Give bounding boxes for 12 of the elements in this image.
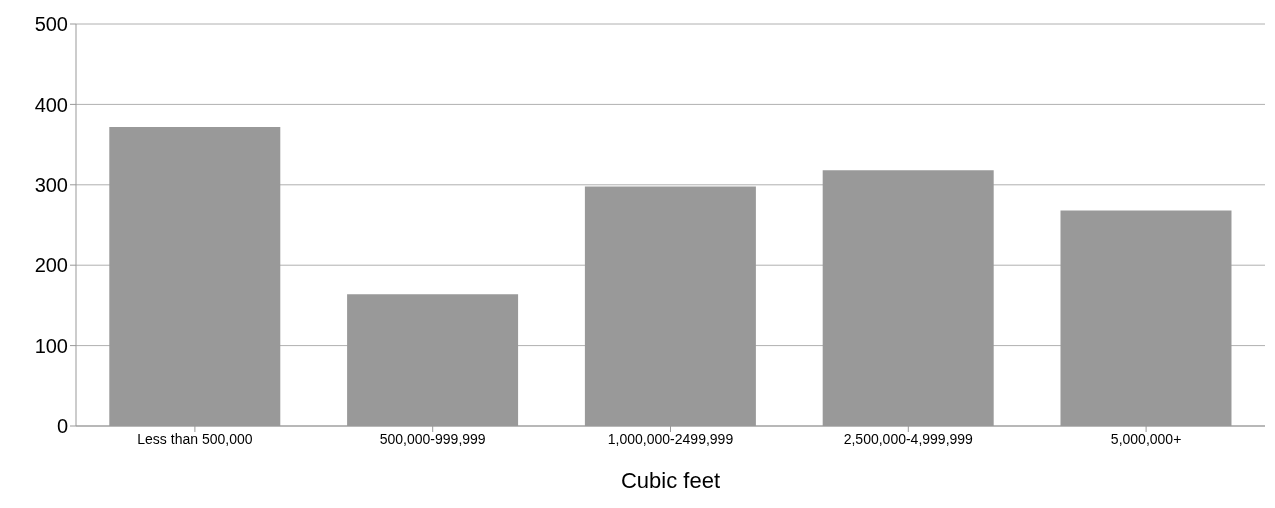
y-tick-label: 300 [34,173,68,196]
y-tick-label: 500 [34,13,68,36]
x-axis-title: Cubic feet [620,468,721,493]
y-tick-label: 100 [34,334,68,357]
x-tick-label: 5,000,000+ [1110,430,1182,447]
x-tick-label: 2,500,000-4,999,999 [843,430,974,447]
y-tick-label: 0 [56,415,68,438]
x-tick-label: 500,000-999,999 [379,430,486,447]
y-tick-label: 400 [34,93,68,116]
x-tick-label: Less than 500,000 [137,430,253,447]
x-tick-label: 1,000,000-2499,999 [607,430,734,447]
y-tick-label: 200 [34,254,68,277]
